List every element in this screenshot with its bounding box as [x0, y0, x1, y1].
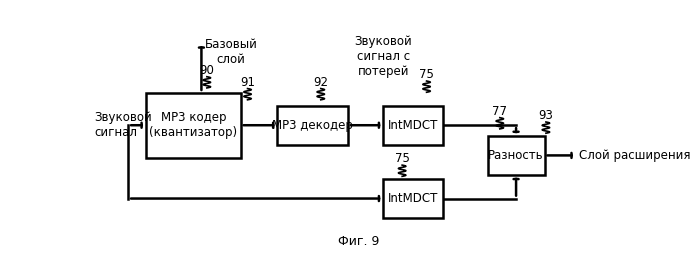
Text: 90: 90	[199, 64, 214, 77]
FancyBboxPatch shape	[383, 179, 443, 218]
Text: Звуковой
сигнал с
потерей: Звуковой сигнал с потерей	[354, 35, 412, 78]
FancyBboxPatch shape	[146, 93, 241, 158]
Text: MP3 декодер: MP3 декодер	[272, 119, 353, 132]
FancyBboxPatch shape	[277, 106, 348, 145]
Text: IntMDCT: IntMDCT	[388, 119, 438, 132]
Text: 91: 91	[240, 76, 255, 88]
Text: 77: 77	[492, 105, 508, 118]
Text: IntMDCT: IntMDCT	[388, 192, 438, 205]
Text: MP3 кодер
(квантизатор): MP3 кодер (квантизатор)	[149, 111, 237, 139]
Text: Слой расширения: Слой расширения	[579, 149, 690, 162]
Text: Фиг. 9: Фиг. 9	[338, 235, 379, 248]
FancyBboxPatch shape	[488, 136, 545, 175]
Text: Звуковой
сигнал: Звуковой сигнал	[94, 111, 152, 139]
Text: Разность: Разность	[489, 149, 544, 162]
Text: 75: 75	[419, 68, 434, 81]
Text: 75: 75	[395, 152, 409, 165]
Text: 93: 93	[538, 109, 553, 122]
FancyBboxPatch shape	[383, 106, 443, 145]
Text: 92: 92	[314, 76, 328, 88]
Text: Базовый
слой: Базовый слой	[205, 38, 258, 66]
